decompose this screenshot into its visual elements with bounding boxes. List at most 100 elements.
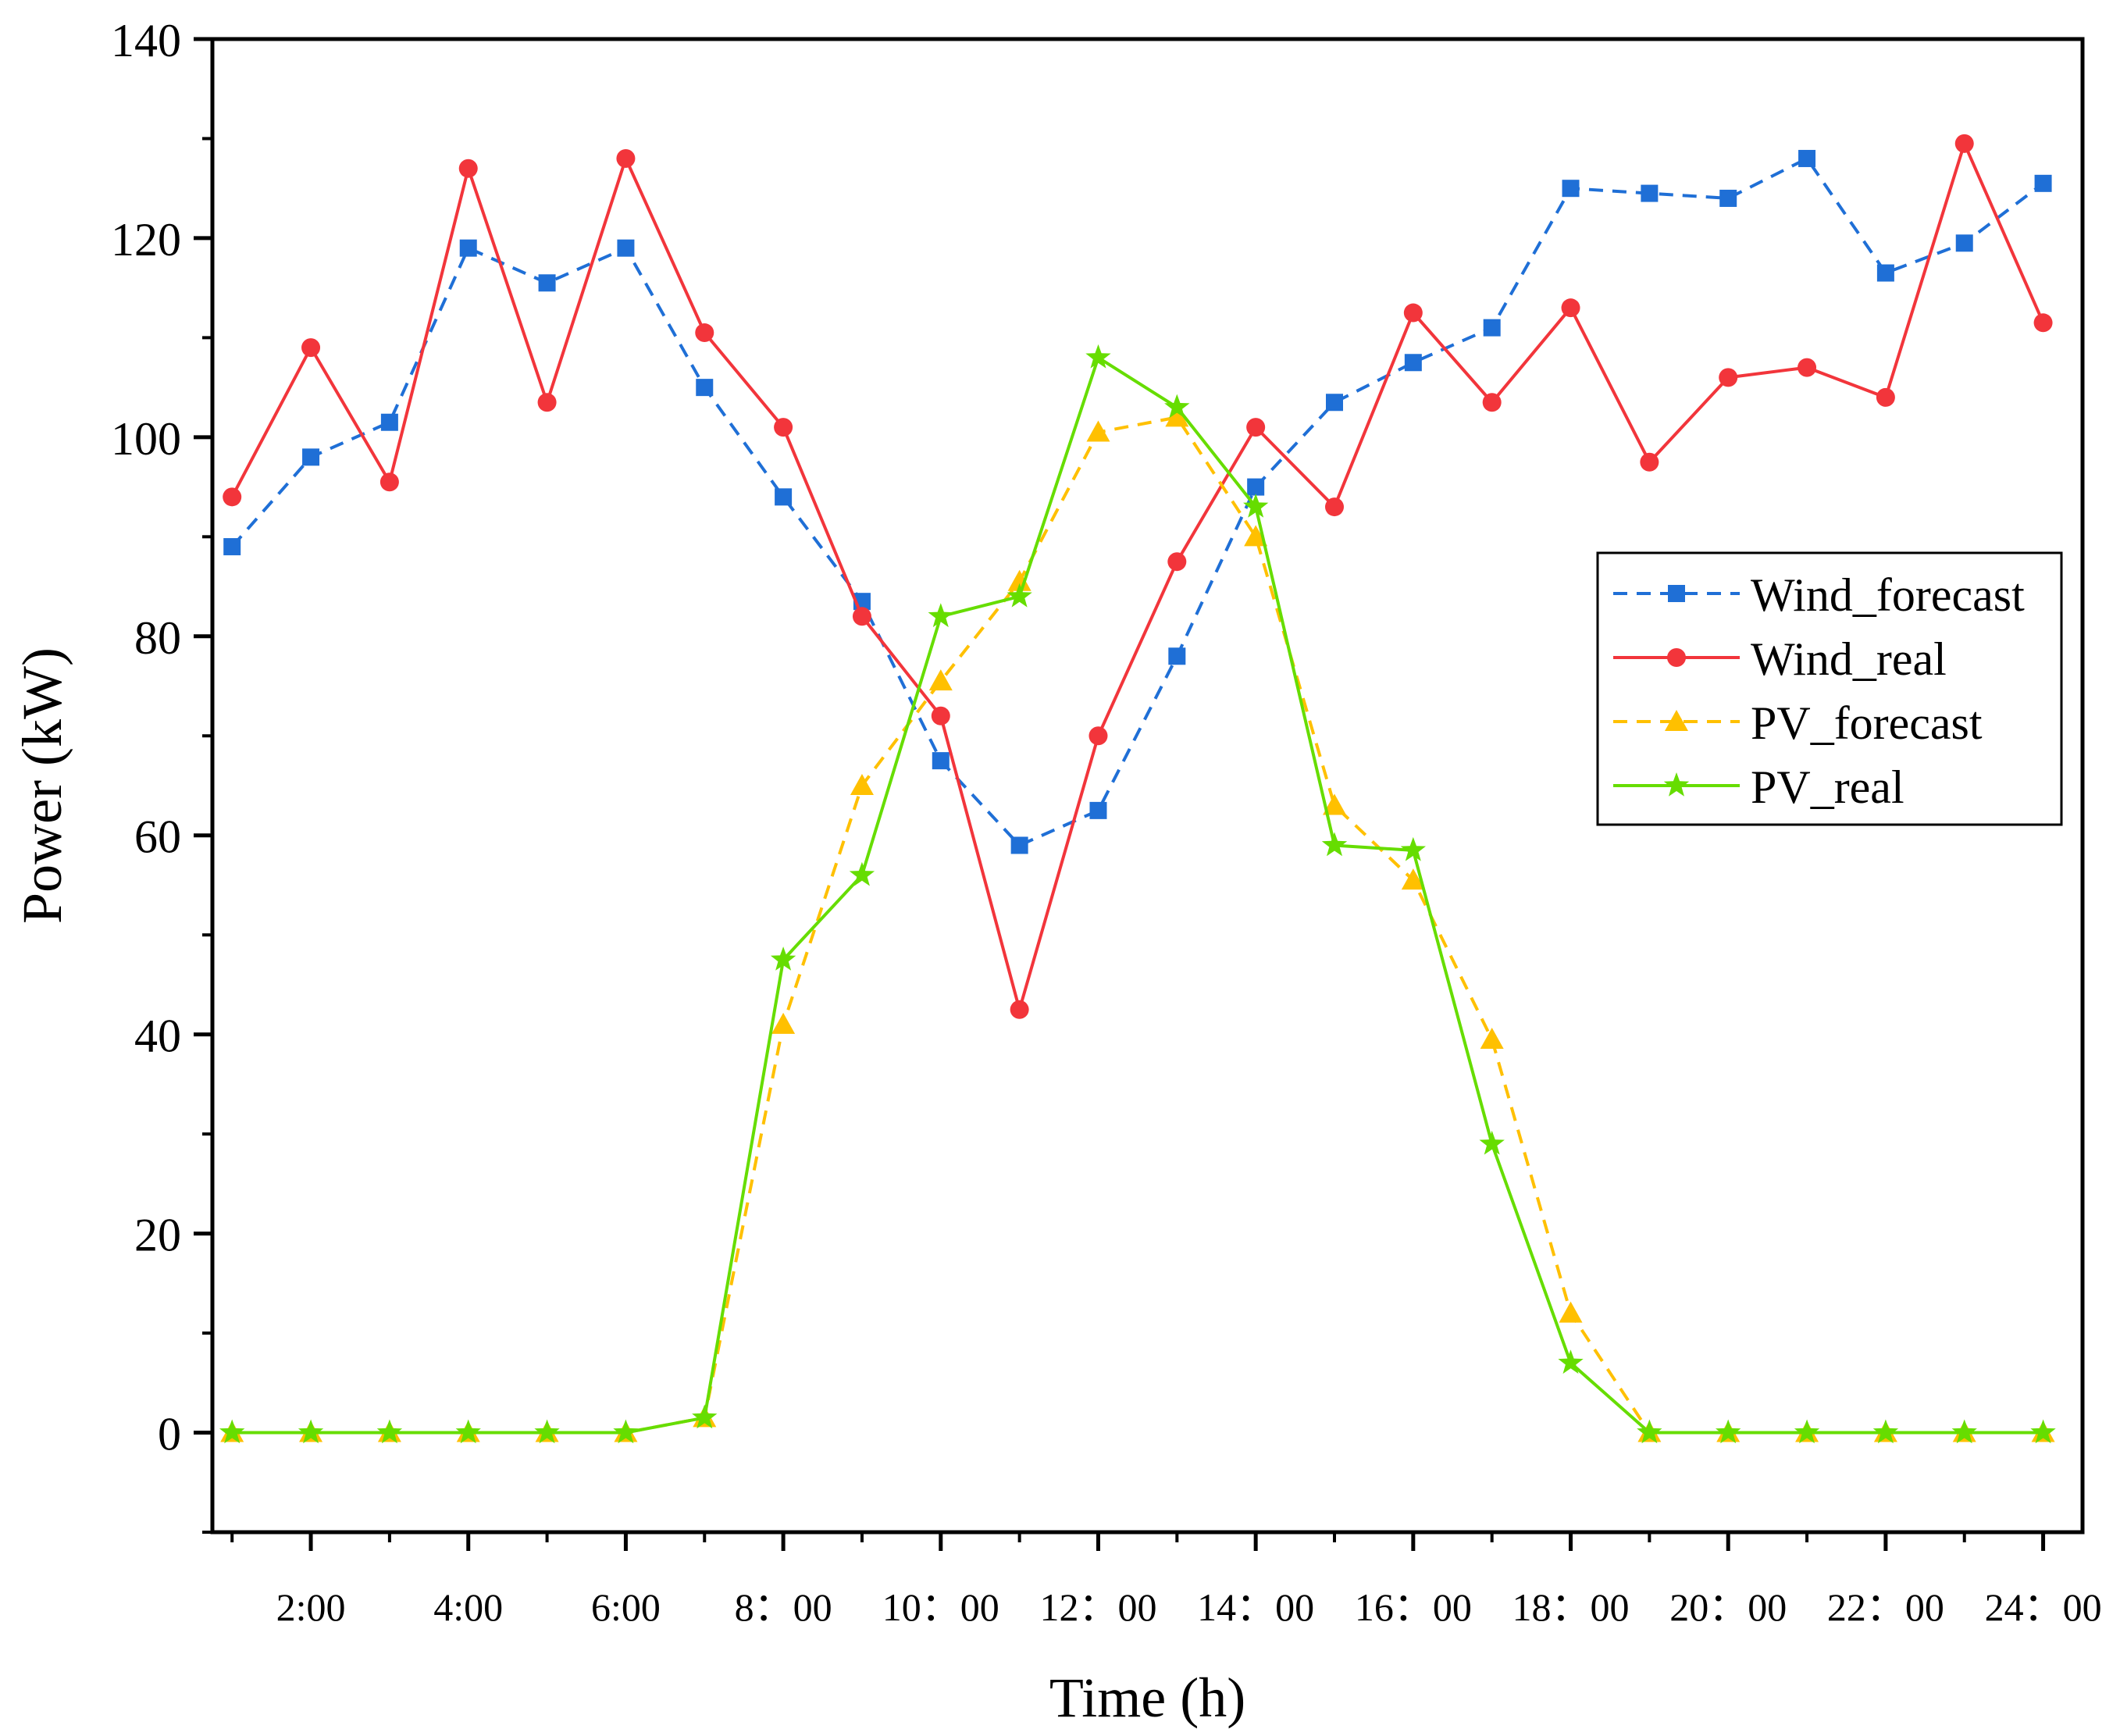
data-point-wind-real [774, 418, 793, 437]
data-point-pv-real [1872, 1419, 1899, 1444]
legend-label-pv-real: PV_real [1751, 761, 1904, 813]
data-point-pv-real [1794, 1419, 1820, 1444]
data-point-wind-forecast [459, 239, 477, 257]
data-point-pv-real [1243, 494, 1269, 518]
data-point-pv-real [1400, 836, 1426, 861]
x-tick-label: 18：00 [1513, 1585, 1630, 1629]
data-point-wind-real [458, 159, 478, 178]
data-point-pv-real [1716, 1419, 1741, 1444]
data-point-pv-real [455, 1419, 481, 1444]
data-point-wind-forecast [538, 274, 556, 292]
data-point-wind-forecast [1483, 319, 1501, 337]
data-point-wind-real [1482, 393, 1502, 412]
data-point-wind-forecast [1010, 836, 1028, 854]
data-point-wind-forecast [1562, 180, 1580, 198]
data-point-wind-forecast [696, 379, 714, 397]
data-point-wind-real [537, 393, 557, 412]
data-point-wind-forecast [1168, 647, 1186, 665]
data-point-wind-real [1089, 726, 1108, 746]
data-point-wind-real [1403, 303, 1423, 323]
x-tick-label: 16：00 [1355, 1585, 1472, 1629]
data-point-pv-real [613, 1419, 639, 1444]
data-point-pv-forecast [1480, 1028, 1504, 1050]
data-point-pv-real [1637, 1419, 1662, 1444]
data-point-wind-forecast [223, 538, 241, 556]
y-axis: 0 20 40 60 80 100 120 140 [111, 15, 212, 1534]
y-tick-label: 120 [111, 214, 181, 266]
data-point-wind-real [695, 323, 714, 343]
y-tick-label: 40 [134, 1011, 181, 1062]
data-point-wind-forecast [775, 488, 793, 506]
legend-label-pv-forecast: PV_forecast [1751, 697, 1983, 749]
series-line-wind-real [230, 141, 2045, 1011]
plot-area [219, 134, 2056, 1444]
series-wind-forecast [223, 149, 2052, 854]
series-line-wind-forecast [230, 157, 2044, 847]
data-point-wind-real [1167, 552, 1187, 572]
data-point-wind-real [1246, 418, 1266, 437]
x-tick-label: 2:00 [276, 1585, 346, 1629]
data-point-wind-real [1325, 497, 1344, 517]
legend-marker-wind-real [1667, 648, 1686, 667]
x-axis-title: Time (h) [1049, 1666, 1245, 1729]
data-point-wind-forecast [932, 752, 950, 770]
data-point-pv-forecast [1323, 793, 1346, 815]
data-point-pv-real [2030, 1419, 2056, 1444]
data-point-pv-real [219, 1419, 245, 1444]
data-point-pv-forecast [1244, 525, 1268, 547]
x-tick-label: 20：00 [1669, 1585, 1787, 1629]
x-tick-label: 8：00 [735, 1585, 832, 1629]
data-point-wind-real [1876, 387, 1895, 407]
y-axis-title: Power (kW) [11, 647, 73, 924]
data-point-pv-forecast [1086, 420, 1110, 442]
data-point-wind-forecast [1955, 234, 1973, 252]
data-point-pv-real [298, 1419, 324, 1444]
y-tick-label: 20 [134, 1210, 181, 1261]
data-point-pv-forecast [1401, 868, 1425, 890]
data-point-pv-real [1951, 1419, 1977, 1444]
data-point-wind-forecast [1326, 394, 1343, 412]
legend-label-wind-real: Wind_real [1751, 633, 1947, 685]
legend-marker-pv-real [1663, 772, 1690, 797]
series-line-pv-real [232, 355, 2043, 1435]
data-point-pv-forecast [850, 774, 874, 795]
data-point-wind-real [379, 472, 399, 492]
data-point-wind-real [1561, 298, 1580, 318]
data-point-wind-forecast [302, 448, 320, 466]
x-axis: 2:00 4:00 6:00 8：00 10：00 12：00 14：00 16：00 18：0… [230, 1532, 2102, 1629]
data-point-wind-forecast [617, 239, 635, 257]
series-pv-real [219, 344, 2056, 1444]
data-point-pv-real [770, 946, 796, 971]
data-point-wind-forecast [2034, 174, 2052, 192]
data-point-pv-real [1164, 394, 1190, 419]
y-tick-label: 60 [134, 811, 181, 863]
data-point-wind-forecast [1404, 354, 1422, 372]
legend: Wind_forecast Wind_real PV_forecast PV_real [1596, 551, 2063, 826]
data-point-wind-forecast [1247, 478, 1265, 496]
data-point-wind-real [1719, 368, 1738, 387]
data-point-pv-real [1007, 583, 1032, 608]
data-point-pv-real [928, 603, 953, 628]
data-point-wind-real [931, 706, 950, 725]
x-tick-label: 4:00 [433, 1585, 503, 1629]
data-point-pv-forecast [1165, 405, 1189, 427]
data-point-pv-real [1321, 832, 1348, 857]
data-point-pv-real [1085, 344, 1111, 369]
series-wind-real [223, 134, 2053, 1019]
data-point-pv-real [534, 1419, 560, 1444]
data-point-pv-forecast [1007, 569, 1031, 591]
data-point-wind-forecast [380, 413, 398, 431]
x-tick-label: 12：00 [1039, 1585, 1156, 1629]
data-point-wind-forecast [1876, 264, 1894, 282]
x-tick-label: 14：00 [1197, 1585, 1314, 1629]
data-point-wind-real [852, 607, 871, 626]
data-point-wind-real [1954, 134, 1974, 153]
data-point-pv-forecast [1559, 1301, 1583, 1323]
data-point-wind-forecast [1641, 184, 1659, 202]
x-tick-label: 10：00 [882, 1585, 999, 1629]
data-point-wind-real [1798, 358, 1817, 377]
legend-marker-wind-forecast [1668, 585, 1685, 602]
data-point-wind-real [1010, 1000, 1029, 1019]
y-tick-label: 0 [158, 1409, 181, 1460]
